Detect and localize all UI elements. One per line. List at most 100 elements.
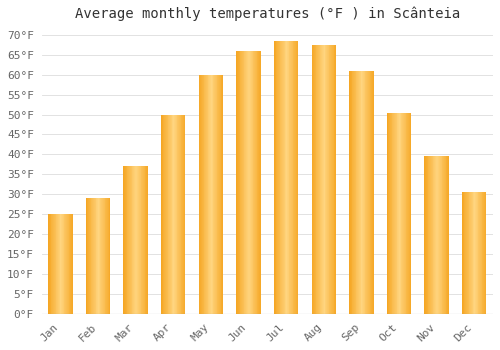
Bar — [373, 71, 374, 314]
Bar — [256, 51, 258, 314]
Bar — [368, 71, 370, 314]
Bar — [470, 193, 471, 314]
Bar — [128, 166, 129, 314]
Bar — [171, 114, 172, 314]
Bar — [201, 75, 202, 314]
Bar — [439, 156, 440, 314]
Bar — [403, 113, 404, 314]
Bar — [282, 41, 283, 314]
Bar — [143, 166, 144, 314]
Bar — [438, 156, 439, 314]
Bar — [86, 198, 88, 314]
Bar — [478, 193, 479, 314]
Bar — [286, 41, 287, 314]
Bar — [358, 71, 359, 314]
Bar — [288, 41, 290, 314]
Bar — [387, 113, 388, 314]
Bar — [447, 156, 448, 314]
Bar — [362, 71, 363, 314]
Bar — [204, 75, 205, 314]
Bar — [432, 156, 434, 314]
Bar — [135, 166, 136, 314]
Bar — [331, 45, 332, 314]
Bar — [472, 193, 474, 314]
Bar — [183, 114, 184, 314]
Bar — [395, 113, 396, 314]
Bar — [283, 41, 284, 314]
Bar — [316, 45, 317, 314]
Bar — [107, 198, 108, 314]
Bar — [54, 214, 56, 314]
Bar — [146, 166, 147, 314]
Bar — [124, 166, 125, 314]
Bar — [424, 156, 425, 314]
Bar — [52, 214, 53, 314]
Bar — [200, 75, 201, 314]
Bar — [166, 114, 168, 314]
Bar — [70, 214, 71, 314]
Bar — [390, 113, 391, 314]
Bar — [175, 114, 176, 314]
Bar — [142, 166, 143, 314]
Bar — [242, 51, 243, 314]
Bar — [276, 41, 277, 314]
Bar — [335, 45, 336, 314]
Bar — [180, 114, 182, 314]
Bar — [71, 214, 72, 314]
Bar — [394, 113, 395, 314]
Bar — [238, 51, 240, 314]
Bar — [482, 193, 483, 314]
Bar — [49, 214, 50, 314]
Bar — [323, 45, 324, 314]
Bar — [179, 114, 180, 314]
Bar — [448, 156, 449, 314]
Bar — [198, 75, 200, 314]
Bar — [240, 51, 241, 314]
Bar — [354, 71, 355, 314]
Bar — [326, 45, 327, 314]
Bar — [315, 45, 316, 314]
Bar — [434, 156, 435, 314]
Bar — [103, 198, 104, 314]
Bar — [96, 198, 97, 314]
Bar — [352, 71, 353, 314]
Bar — [89, 198, 90, 314]
Bar — [334, 45, 335, 314]
Bar — [359, 71, 360, 314]
Bar — [241, 51, 242, 314]
Bar — [129, 166, 130, 314]
Bar — [100, 198, 102, 314]
Bar — [370, 71, 371, 314]
Bar — [406, 113, 407, 314]
Bar — [466, 193, 467, 314]
Bar — [483, 193, 484, 314]
Bar — [364, 71, 366, 314]
Bar — [60, 214, 61, 314]
Bar — [287, 41, 288, 314]
Bar — [206, 75, 207, 314]
Bar — [284, 41, 286, 314]
Bar — [132, 166, 133, 314]
Bar — [294, 41, 295, 314]
Bar — [485, 193, 486, 314]
Bar — [248, 51, 250, 314]
Bar — [164, 114, 165, 314]
Bar — [68, 214, 70, 314]
Bar — [290, 41, 291, 314]
Bar — [202, 75, 203, 314]
Bar — [398, 113, 399, 314]
Bar — [237, 51, 238, 314]
Bar — [97, 198, 98, 314]
Bar — [134, 166, 135, 314]
Bar — [98, 198, 99, 314]
Bar — [366, 71, 367, 314]
Bar — [255, 51, 256, 314]
Bar — [168, 114, 169, 314]
Bar — [392, 113, 394, 314]
Bar — [88, 198, 89, 314]
Bar — [108, 198, 110, 314]
Bar — [440, 156, 442, 314]
Bar — [435, 156, 436, 314]
Bar — [250, 51, 251, 314]
Bar — [328, 45, 330, 314]
